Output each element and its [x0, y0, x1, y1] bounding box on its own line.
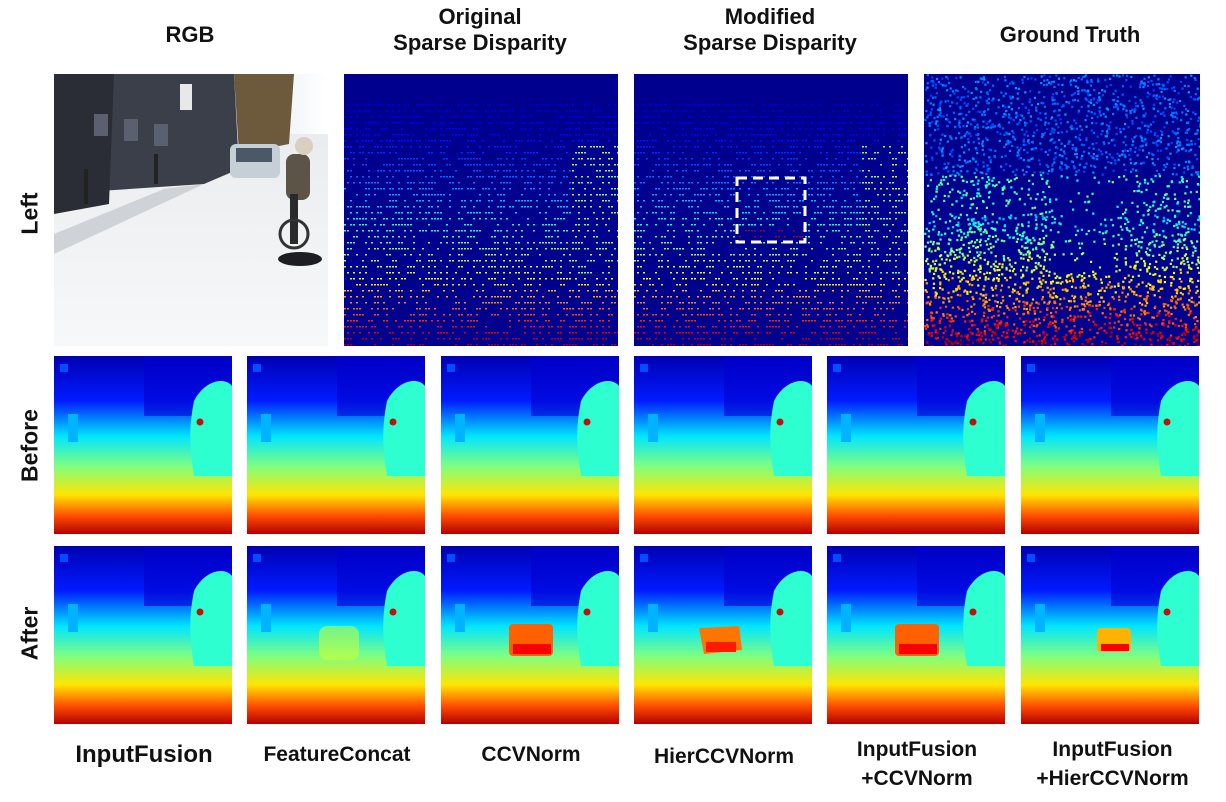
method-label-inputfusion-hierccvnorm: InputFusion +HierCCVNorm [1036, 738, 1189, 790]
original-sparse-disparity-panel [344, 74, 618, 346]
before-inputfusion-hierccvnorm-panel [1021, 356, 1199, 534]
modified-sparse-disparity-panel [634, 74, 908, 346]
rgb-image-panel [54, 74, 328, 346]
method-label-inputfusion-ccvnorm: InputFusion +CCVNorm [856, 738, 978, 790]
col-title-rgb: RGB [165, 22, 215, 47]
row-title-after: After [16, 606, 43, 661]
before-ccvnorm-panel [441, 356, 619, 534]
after-ccvnorm-panel [441, 546, 619, 724]
before-inputfusion-panel [54, 356, 232, 534]
after-hierccvnorm-panel [634, 546, 812, 724]
col-title-modified-sparse-disparity: Modified Sparse Disparity [683, 4, 857, 55]
col-title-ground-truth: Ground Truth [999, 22, 1141, 47]
method-label-featureconcat: FeatureConcat [263, 743, 411, 766]
after-inputfusion-ccvnorm-panel [827, 546, 1005, 724]
row-title-before: Before [16, 409, 43, 482]
method-label-inputfusion: InputFusion [75, 741, 213, 768]
after-inputfusion-panel [54, 546, 232, 724]
method-label-hierccvnorm: HierCCVNorm [653, 745, 795, 768]
method-label-ccvnorm: CCVNorm [481, 743, 581, 766]
before-hierccvnorm-panel [634, 356, 812, 534]
modified-region-box [735, 176, 807, 244]
after-featureconcat-panel [247, 546, 425, 724]
row-title-left: Left [16, 192, 43, 235]
after-inputfusion-hierccvnorm-panel [1021, 546, 1199, 724]
before-inputfusion-ccvnorm-panel [827, 356, 1005, 534]
before-featureconcat-panel [247, 356, 425, 534]
col-title-original-sparse-disparity: Original Sparse Disparity [393, 4, 567, 55]
ground-truth-panel [924, 74, 1200, 346]
